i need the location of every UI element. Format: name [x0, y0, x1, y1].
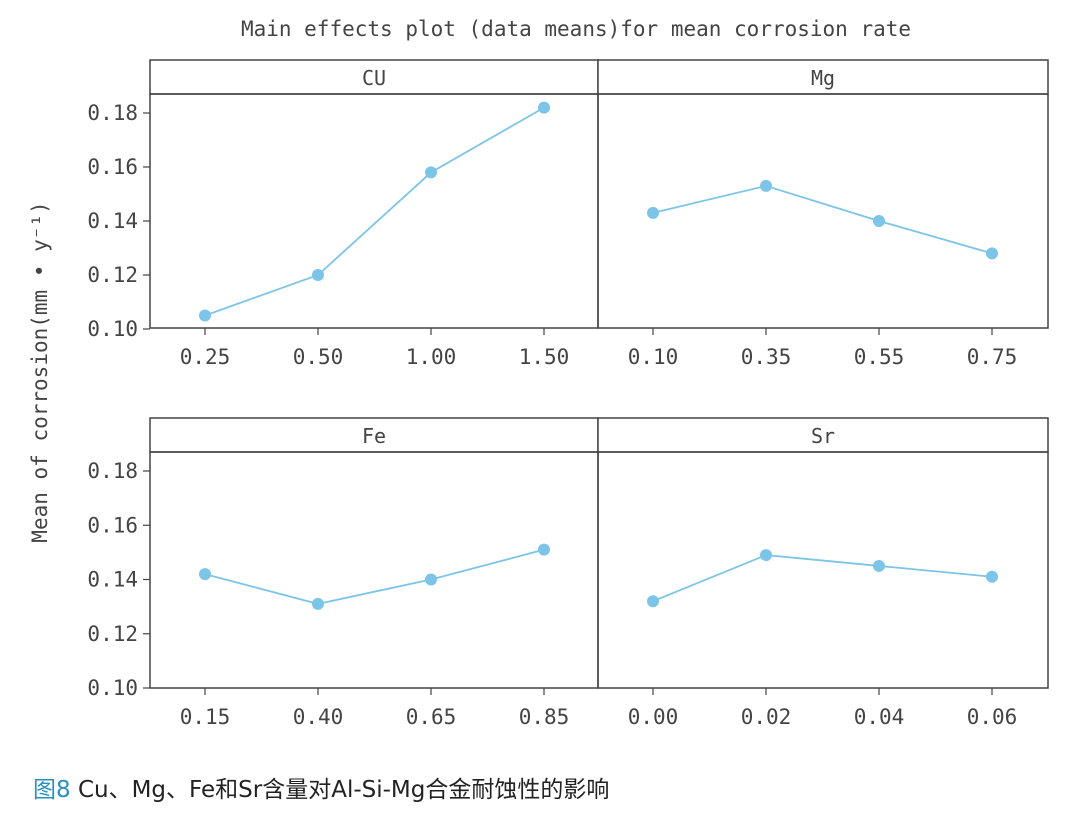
x-tick-label: 0.40: [293, 705, 344, 729]
caption-text: Cu、Mg、Fe和Sr含量对Al-Si-Mg合金耐蚀性的影响: [70, 777, 610, 803]
x-tick-label: 0.02: [741, 705, 792, 729]
x-tick-label: 0.25: [180, 345, 231, 369]
data-point-cu: [199, 309, 211, 322]
x-tick-label: 1.00: [406, 345, 457, 369]
x-tick-label: 0.04: [854, 705, 905, 729]
figure-caption: 图8 Cu、Mg、Fe和Sr含量对Al-Si-Mg合金耐蚀性的影响: [33, 770, 609, 804]
x-tick-label: 0.06: [967, 705, 1018, 729]
data-point-sr: [986, 570, 998, 583]
data-point-cu: [538, 101, 550, 114]
x-tick-label: 0.65: [406, 705, 457, 729]
data-point-sr: [760, 549, 772, 562]
panel-plot-area: [149, 93, 599, 329]
panel-title-cu: CU: [362, 66, 386, 90]
y-tick-label: 0.16: [87, 155, 138, 179]
x-tick-label: 0.00: [628, 705, 679, 729]
panel-plot-area: [597, 93, 1049, 329]
panel-plot-area: [597, 451, 1049, 689]
data-point-mg: [647, 206, 659, 219]
panel-header: [597, 417, 1049, 453]
data-point-cu: [425, 166, 437, 179]
x-tick-label: 0.55: [854, 345, 905, 369]
data-point-fe: [425, 573, 437, 586]
data-point-fe: [538, 543, 550, 556]
y-tick-label: 0.12: [87, 622, 138, 646]
y-tick-label: 0.18: [87, 101, 138, 125]
x-tick-label: 0.10: [628, 345, 679, 369]
data-point-fe: [312, 597, 324, 610]
data-point-sr: [873, 559, 885, 572]
panel-title-mg: Mg: [811, 66, 835, 90]
panel-header: [149, 59, 599, 95]
y-tick-label: 0.10: [87, 317, 138, 341]
y-tick-label: 0.10: [87, 676, 138, 700]
data-point-mg: [760, 179, 772, 192]
panel-title-sr: Sr: [811, 424, 835, 448]
panel-plot-area: [149, 451, 599, 689]
x-tick-label: 0.75: [967, 345, 1018, 369]
data-point-fe: [199, 568, 211, 581]
x-tick-label: 0.35: [741, 345, 792, 369]
series-line-cu: [204, 106, 545, 317]
data-point-mg: [986, 247, 998, 260]
data-point-sr: [647, 595, 659, 608]
y-axis-label: Mean of corrosion(mm • y⁻¹): [28, 201, 52, 542]
x-tick-label: 0.15: [180, 705, 231, 729]
data-point-mg: [873, 215, 885, 227]
x-tick-label: 0.50: [293, 345, 344, 369]
panel-title-fe: Fe: [362, 424, 386, 448]
series-line-sr: [652, 554, 993, 603]
y-tick-label: 0.18: [87, 459, 138, 483]
x-tick-label: 0.85: [519, 705, 570, 729]
data-point-cu: [312, 269, 324, 281]
figure-label: 图8: [33, 777, 71, 803]
y-tick-label: 0.12: [87, 263, 138, 287]
y-tick-label: 0.14: [87, 209, 138, 233]
y-tick-label: 0.14: [87, 568, 138, 592]
chart-title: Main effects plot (data means)for mean c…: [241, 17, 911, 41]
series-line-fe: [204, 548, 545, 605]
series-line-mg: [652, 184, 993, 255]
y-tick-label: 0.16: [87, 513, 138, 537]
panel-header: [149, 417, 599, 453]
x-tick-label: 1.50: [519, 345, 570, 369]
